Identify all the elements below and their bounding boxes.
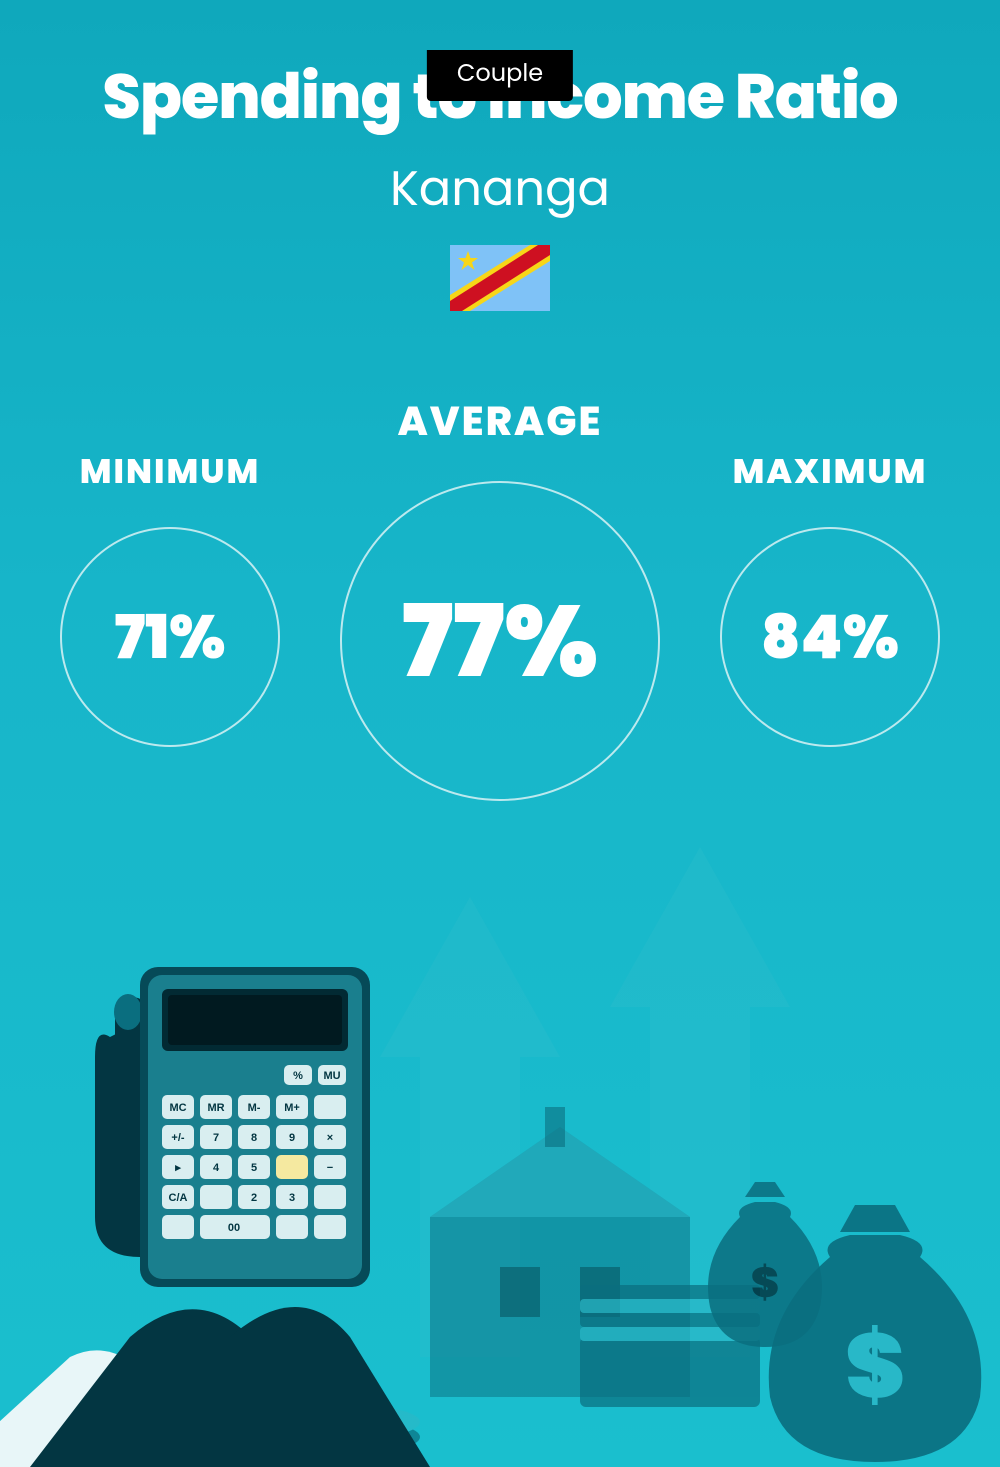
stat-average: AVERAGE 77% (340, 391, 660, 801)
stat-circle-min: 71% (60, 527, 280, 747)
stat-label-avg: AVERAGE (398, 391, 603, 451)
category-badge: Couple (427, 50, 573, 101)
stat-value-min: 71% (115, 592, 226, 682)
svg-text:×: × (327, 1132, 333, 1144)
stat-label-min: MINIMUM (80, 446, 261, 497)
svg-text:M+: M+ (284, 1102, 300, 1114)
svg-text:8: 8 (251, 1132, 257, 1144)
svg-text:$: $ (845, 1302, 905, 1429)
location-name: Kananga (0, 153, 1000, 225)
badge-label: Couple (457, 57, 543, 90)
svg-text:5: 5 (251, 1162, 257, 1174)
svg-text:MU: MU (323, 1070, 340, 1082)
finance-illustration: $ $ (0, 837, 1000, 1467)
svg-text:4: 4 (213, 1162, 220, 1174)
svg-text:3: 3 (289, 1192, 295, 1204)
stat-label-max: MAXIMUM (733, 446, 928, 497)
drc-flag-icon (450, 245, 550, 311)
stat-maximum: MAXIMUM 84% (720, 446, 940, 747)
svg-text:▸: ▸ (174, 1162, 181, 1174)
svg-text:MC: MC (169, 1102, 186, 1114)
svg-text:MR: MR (207, 1102, 224, 1114)
stat-value-max: 84% (761, 592, 899, 682)
svg-text:00: 00 (228, 1222, 240, 1234)
svg-text:%: % (293, 1070, 303, 1082)
svg-text:7: 7 (213, 1132, 219, 1144)
stat-circle-max: 84% (720, 527, 940, 747)
svg-text:C/A: C/A (169, 1192, 188, 1204)
stat-circle-avg: 77% (340, 481, 660, 801)
stat-value-avg: 77% (402, 566, 598, 716)
svg-text:9: 9 (289, 1132, 295, 1144)
calculator-icon: % MU MC MR M- M+ +/- 7 8 9 × ▸ 4 5 − C/A 2 3 00 (140, 967, 370, 1287)
svg-text:+/-: +/- (171, 1132, 184, 1144)
svg-text:2: 2 (251, 1192, 257, 1204)
stats-row: MINIMUM 71% AVERAGE 77% MAXIMUM 84% (0, 391, 1000, 801)
svg-text:M-: M- (248, 1102, 261, 1114)
svg-text:$: $ (751, 1253, 779, 1312)
svg-text:−: − (327, 1162, 333, 1174)
stat-minimum: MINIMUM 71% (60, 446, 280, 747)
